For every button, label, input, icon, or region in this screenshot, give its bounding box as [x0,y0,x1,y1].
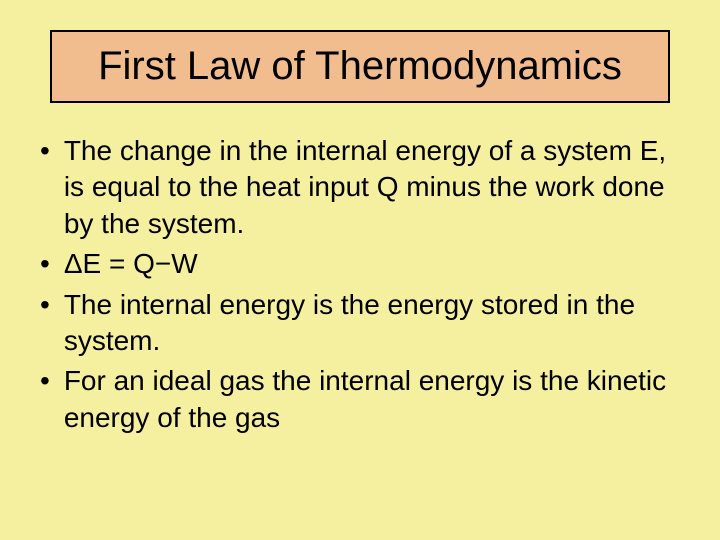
slide-content: • The change in the internal energy of a… [30,133,690,436]
list-item: • For an ideal gas the internal energy i… [40,363,680,436]
list-item: • The internal energy is the energy stor… [40,287,680,360]
bullet-text: ΔE = Q−W [64,246,198,282]
title-box: First Law of Thermodynamics [50,30,670,103]
bullet-list: • The change in the internal energy of a… [40,133,680,436]
bullet-marker-icon: • [40,246,50,282]
bullet-text: The internal energy is the energy stored… [64,287,680,360]
bullet-text: For an ideal gas the internal energy is … [64,363,680,436]
bullet-marker-icon: • [40,363,50,399]
slide-title: First Law of Thermodynamics [72,44,648,89]
bullet-text: The change in the internal energy of a s… [64,133,680,242]
slide-container: First Law of Thermodynamics • The change… [0,0,720,540]
list-item: • ΔE = Q−W [40,246,680,282]
bullet-marker-icon: • [40,287,50,323]
bullet-marker-icon: • [40,133,50,169]
list-item: • The change in the internal energy of a… [40,133,680,242]
